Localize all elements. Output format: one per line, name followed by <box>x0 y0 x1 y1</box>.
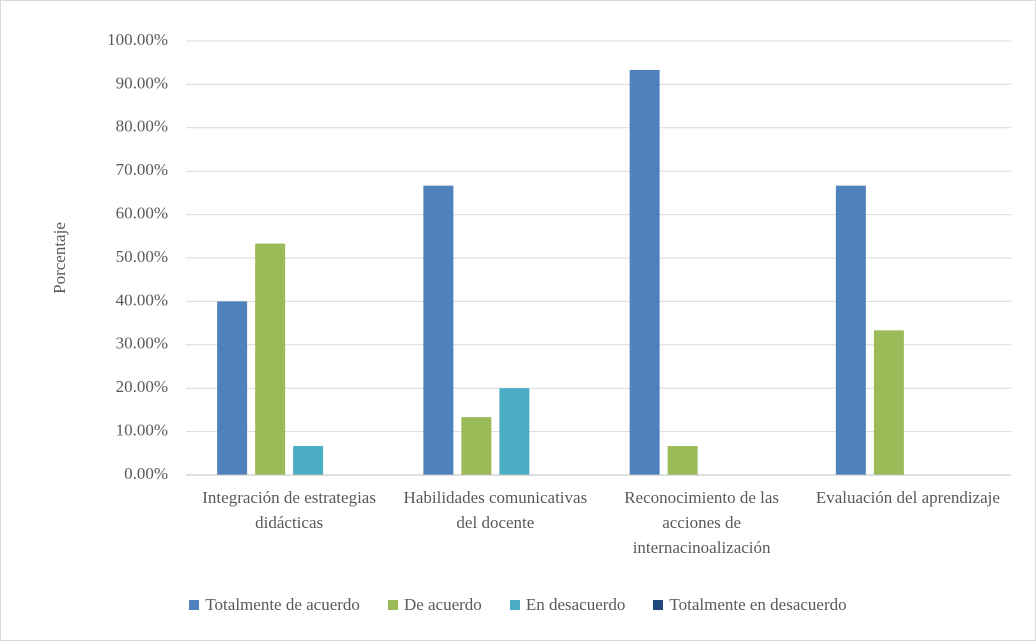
legend-label: Totalmente en desacuerdo <box>669 595 847 614</box>
legend-swatch <box>189 600 200 610</box>
bar <box>835 185 866 475</box>
y-tick-label: 40.00% <box>116 290 168 309</box>
bar <box>293 446 324 475</box>
legend-item: Totalmente de acuerdo <box>189 595 360 615</box>
legend-label: De acuerdo <box>403 595 482 614</box>
legend: Totalmente de acuerdo De acuerdo En desacu… <box>1 595 1035 615</box>
legend-label: Totalmente de acuerdo <box>205 595 360 614</box>
bar <box>461 417 492 475</box>
y-tick-label: 100.00% <box>107 30 168 49</box>
bar <box>629 69 660 475</box>
legend-item: En desacuerdo <box>509 595 626 615</box>
y-tick-label: 60.00% <box>116 204 168 223</box>
y-tick-label: 80.00% <box>116 117 168 136</box>
bar <box>217 301 248 475</box>
legend-swatch <box>509 600 520 610</box>
bar <box>255 243 286 475</box>
y-tick-label: 0.00% <box>124 464 168 483</box>
bar <box>667 446 698 475</box>
x-tick-label: Integración de estrategias didácticas <box>202 488 376 532</box>
legend-swatch <box>653 600 664 610</box>
legend-swatch <box>387 600 398 610</box>
bar <box>423 185 454 475</box>
y-tick-label: 30.00% <box>116 334 168 353</box>
y-tick-label: 70.00% <box>116 160 168 179</box>
y-tick-label: 20.00% <box>116 377 168 396</box>
x-tick-label: Habilidades comunicativas del docente <box>403 488 588 532</box>
bar <box>873 330 904 475</box>
bar <box>499 388 530 475</box>
legend-item: De acuerdo <box>387 595 482 615</box>
y-tick-label: 10.00% <box>116 421 168 440</box>
y-tick-label: 50.00% <box>116 247 168 266</box>
legend-item: Totalmente en desacuerdo <box>653 595 847 615</box>
x-tick-label: Evaluación del aprendizaje <box>815 488 1000 507</box>
y-axis-title: Porcentaje <box>50 222 69 294</box>
y-tick-label: 90.00% <box>116 73 168 92</box>
x-tick-label: Reconocimiento de las acciones de intern… <box>624 488 780 557</box>
legend-label: En desacuerdo <box>525 595 626 614</box>
